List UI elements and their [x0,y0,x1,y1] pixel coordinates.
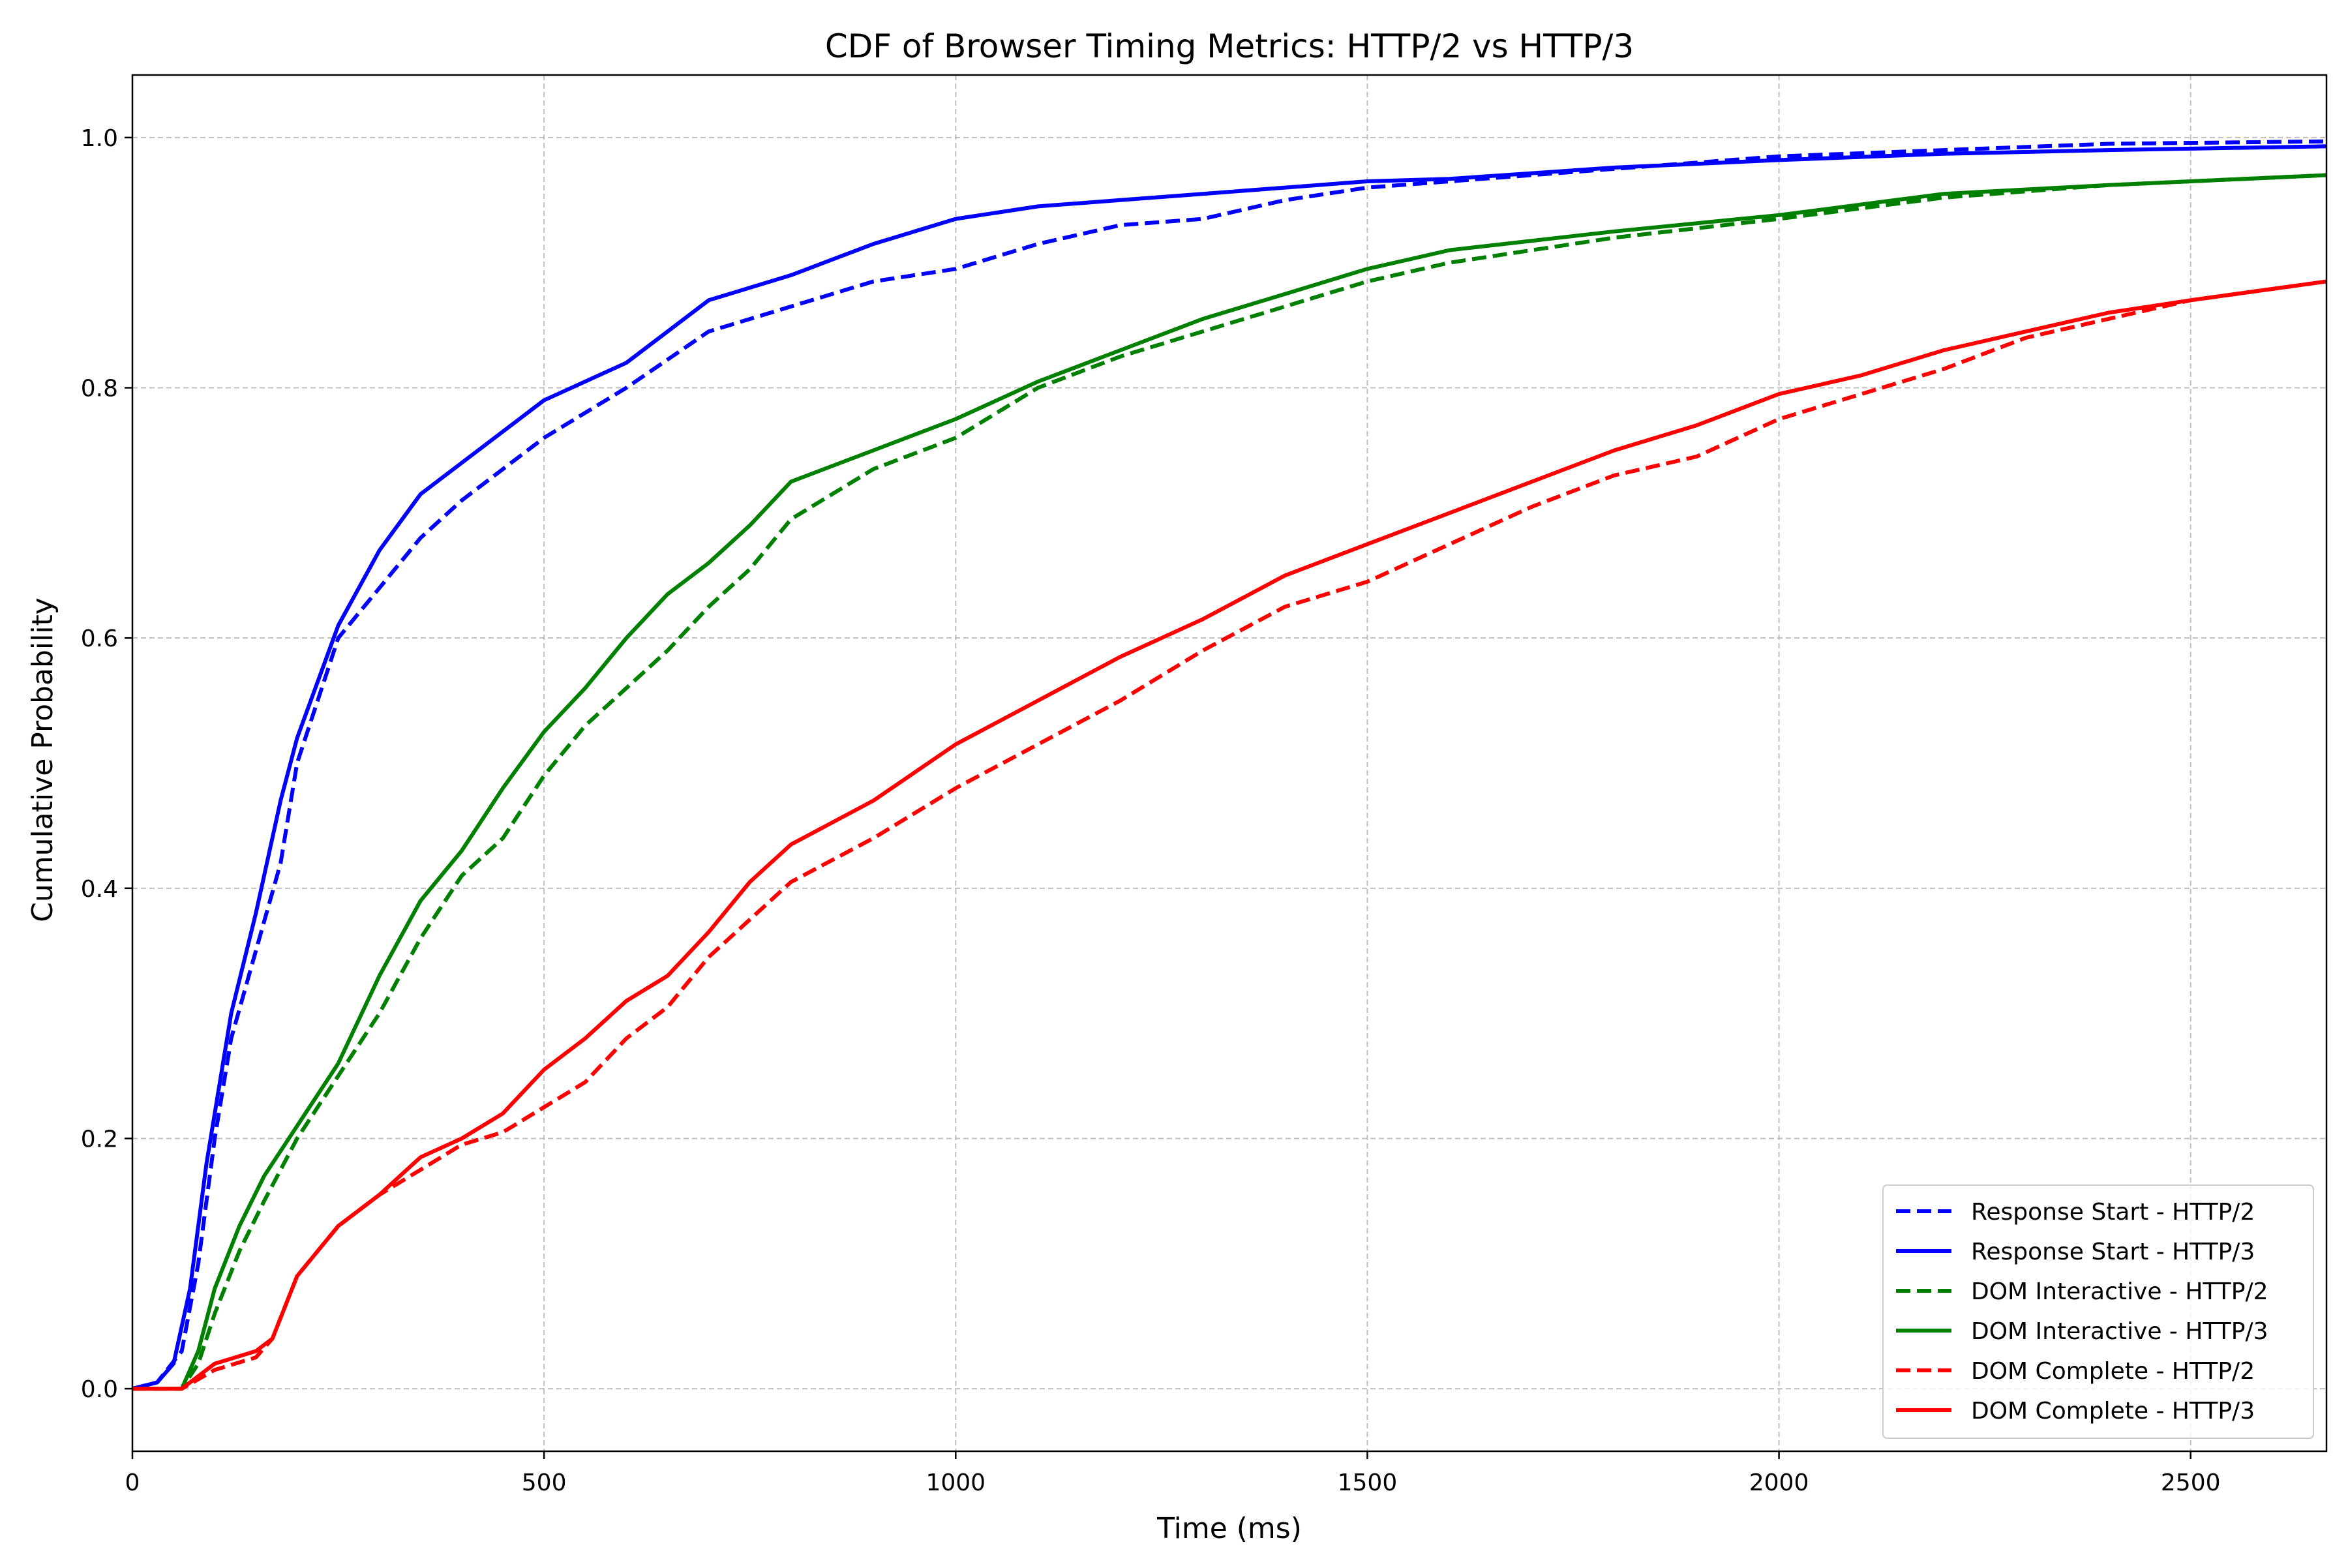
y-axis-label: Cumulative Probability [26,597,59,922]
legend-box [1882,1184,2314,1439]
chart-title: CDF of Browser Timing Metrics: HTTP/2 vs… [825,27,1634,65]
series-line-1 [132,139,2326,1391]
y-tick-label: 0.6 [81,626,118,652]
y-tick-label: 0.2 [81,1126,118,1153]
y-axis: 0.0 0.2 0.4 0.6 0.8 1.0 [81,125,132,1403]
series-line-2 [132,144,2326,1391]
y-tick-label: 0.8 [81,376,118,402]
legend-label: DOM Complete - HTTP/2 [1971,1358,2255,1385]
legend-label: DOM Interactive - HTTP/2 [1971,1278,2268,1305]
x-tick-label: 0 [125,1470,140,1496]
y-tick-label: 0.0 [81,1376,118,1403]
y-tick-label: 1.0 [81,125,118,152]
legend-label: Response Start - HTTP/2 [1971,1199,2255,1226]
legend-label: Response Start - HTTP/3 [1971,1239,2255,1265]
x-tick-label: 1500 [1338,1470,1398,1496]
x-tick-label: 500 [522,1470,567,1496]
legend-label: DOM Interactive - HTTP/3 [1971,1318,2268,1345]
legend: Response Start - HTTP/2 Response Start - … [1882,1184,2314,1439]
y-tick-label: 0.4 [81,876,118,903]
x-tick-label: 2500 [2161,1470,2221,1496]
x-axis-label: Time (ms) [1156,1512,1302,1545]
plot-frame [131,74,2328,1453]
series-line-4 [132,173,2326,1391]
series-line-3 [132,173,2326,1391]
x-axis: 0 500 1000 1500 2000 2500 [125,1451,2221,1496]
series-line-6 [132,279,2326,1391]
x-tick-label: 1000 [926,1470,986,1496]
x-tick-label: 2000 [1749,1470,1809,1496]
series-layer [132,139,2326,1391]
legend-label: DOM Complete - HTTP/3 [1971,1398,2255,1425]
